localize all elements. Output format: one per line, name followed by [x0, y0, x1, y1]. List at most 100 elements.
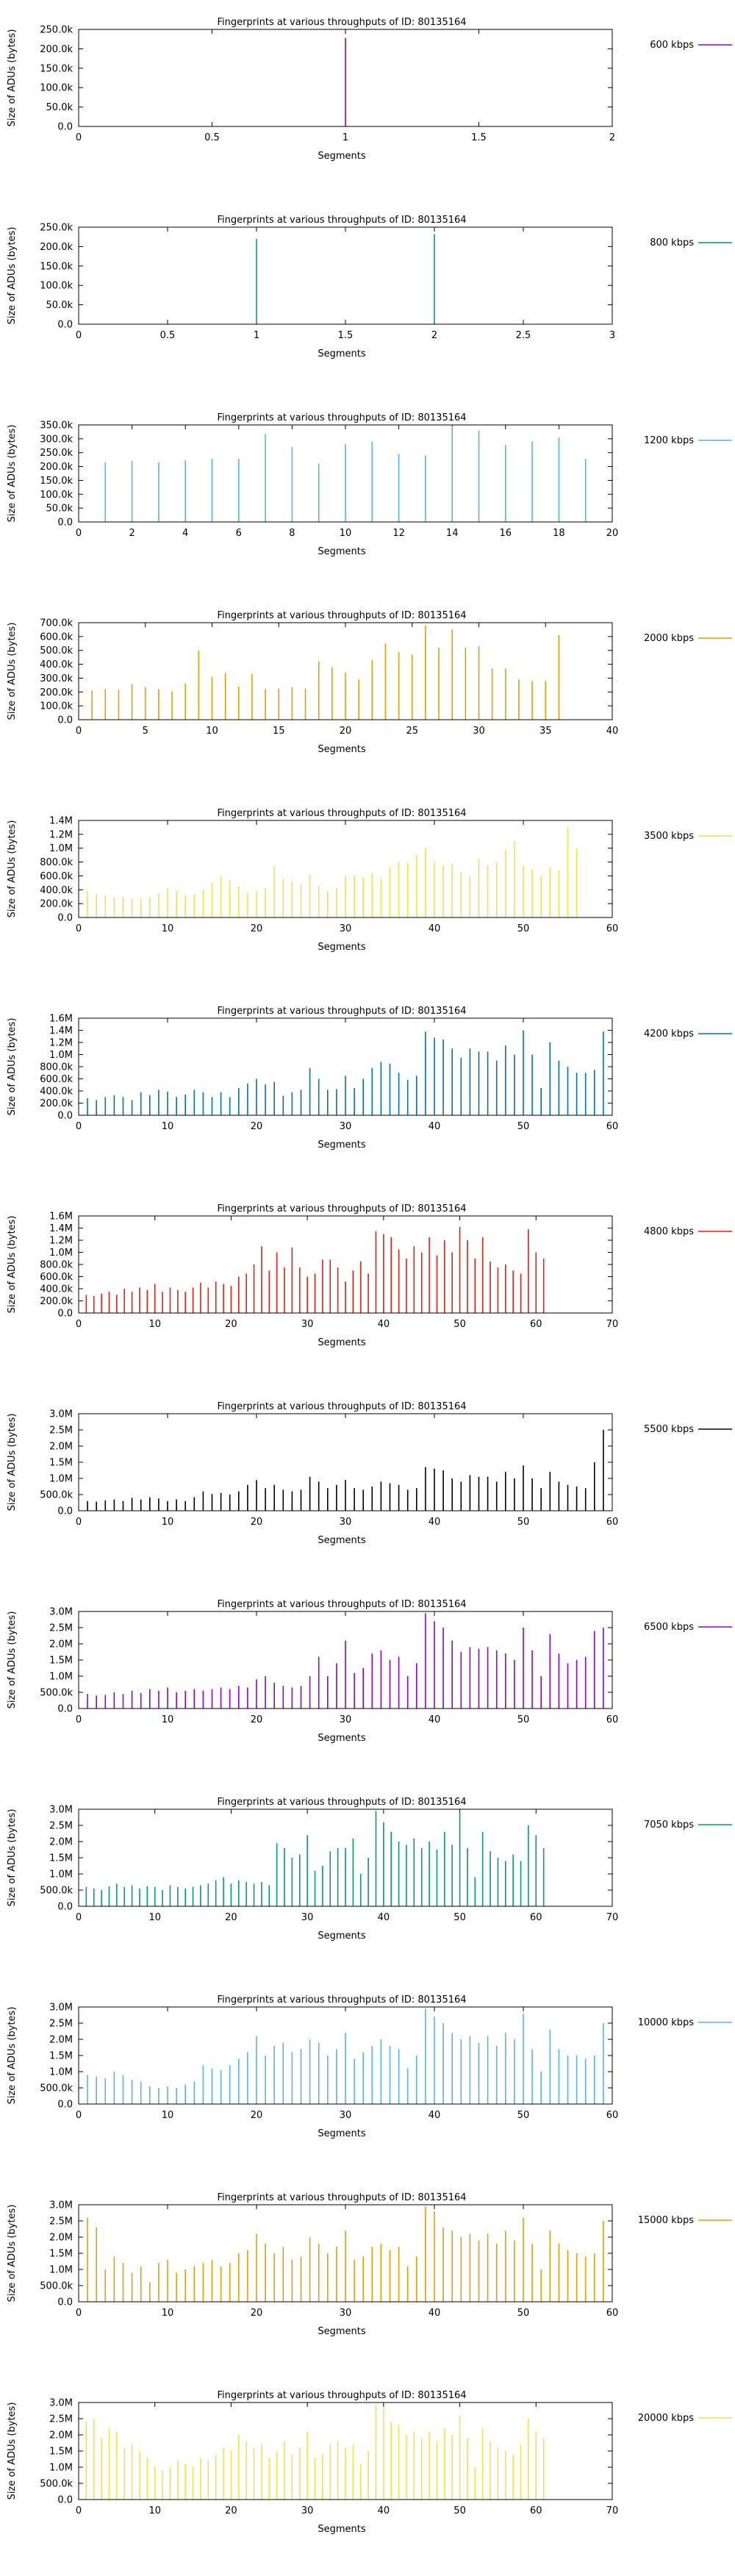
y-tick-label: 500.0k — [40, 2281, 73, 2292]
x-axis-label: Segments — [318, 1139, 366, 1151]
y-tick-label: 200.0k — [40, 1296, 73, 1307]
chart-panel: Fingerprints at various throughputs of I… — [7, 1599, 732, 1744]
plot-frame — [78, 226, 613, 325]
x-axis-label: Segments — [318, 1337, 366, 1348]
y-tick-label: 100.0k — [40, 83, 73, 94]
y-axis-label: Size of ADUs (bytes) — [7, 820, 18, 918]
x-tick-label: 60 — [530, 1319, 542, 1330]
chart-title: Fingerprints at various throughputs of I… — [217, 1797, 466, 1808]
x-tick-label: 0.5 — [204, 132, 220, 143]
chart-panel: Fingerprints at various throughputs of I… — [7, 610, 732, 755]
x-tick-label: 40 — [378, 1912, 390, 1923]
y-axis-label: Size of ADUs (bytes) — [7, 2205, 18, 2303]
series — [85, 1226, 545, 1313]
x-tick-label: 20 — [251, 1714, 263, 1725]
chart-title: Fingerprints at various throughputs of I… — [217, 2192, 466, 2203]
x-tick-label: 50 — [517, 2308, 530, 2319]
x-tick-label: 1.5 — [338, 330, 354, 341]
x-tick-label: 10 — [162, 2110, 174, 2121]
x-tick-label: 20 — [340, 726, 352, 737]
x-tick-label: 60 — [530, 2505, 542, 2516]
y-tick-label: 1.5M — [49, 1853, 73, 1864]
chart-panel: Fingerprints at various throughputs of I… — [7, 2390, 732, 2535]
chart-title: Fingerprints at various throughputs of I… — [217, 215, 466, 226]
y-tick-label: 2.0M — [49, 1837, 73, 1848]
y-tick-label: 800.0k — [40, 1260, 73, 1271]
series — [85, 2404, 545, 2500]
y-axis-label: Size of ADUs (bytes) — [7, 1018, 18, 1116]
y-tick-label: 700.0k — [40, 618, 73, 629]
y-tick-label: 2.5M — [49, 2414, 73, 2425]
y-tick-label: 0.0 — [57, 1902, 73, 1913]
y-tick-label: 350.0k — [40, 421, 73, 432]
x-axis-label: Segments — [318, 151, 366, 162]
x-tick-label: 18 — [553, 528, 565, 539]
x-tick-label: 10 — [162, 1517, 174, 1528]
x-tick-label: 50 — [517, 2110, 530, 2121]
x-tick-label: 50 — [453, 1912, 466, 1923]
chart-title: Fingerprints at various throughputs of I… — [217, 17, 466, 28]
x-tick-label: 0 — [76, 2308, 82, 2319]
y-tick-label: 400.0k — [40, 1087, 73, 1098]
x-tick-label: 10 — [340, 528, 352, 539]
legend-label: 800 kbps — [650, 237, 694, 248]
x-tick-label: 50 — [517, 1121, 530, 1132]
chart-panel: Fingerprints at various throughputs of I… — [7, 2192, 732, 2337]
x-tick-label: 30 — [301, 2505, 314, 2516]
chart-title: Fingerprints at various throughputs of I… — [217, 1994, 466, 2006]
x-tick-label: 30 — [340, 2308, 352, 2319]
y-axis-label: Size of ADUs (bytes) — [7, 2403, 18, 2500]
x-tick-label: 40 — [429, 2110, 441, 2121]
x-tick-label: 40 — [378, 2505, 390, 2516]
chart-panel: Fingerprints at various throughputs of I… — [7, 17, 732, 162]
y-tick-label: 200.0k — [40, 242, 73, 253]
chart-title: Fingerprints at various throughputs of I… — [217, 610, 466, 621]
x-tick-label: 40 — [429, 1714, 441, 1725]
x-tick-label: 15 — [273, 726, 285, 737]
chart-title: Fingerprints at various throughputs of I… — [217, 2390, 466, 2401]
legend-label: 4800 kbps — [644, 1226, 694, 1237]
y-tick-label: 1.0M — [49, 1672, 73, 1683]
plot-frame — [78, 820, 613, 918]
x-axis-label: Segments — [318, 2326, 366, 2337]
x-tick-label: 30 — [340, 1517, 352, 1528]
x-tick-label: 60 — [606, 923, 619, 934]
x-tick-label: 0 — [76, 2110, 82, 2121]
legend-label: 6500 kbps — [644, 1622, 694, 1633]
x-tick-label: 0 — [76, 1912, 82, 1923]
x-tick-label: 50 — [453, 2505, 466, 2516]
x-axis-label: Segments — [318, 942, 366, 953]
y-tick-label: 1.2M — [49, 1236, 73, 1247]
y-tick-label: 600.0k — [40, 871, 73, 882]
legend-label: 4200 kbps — [644, 1028, 694, 1040]
y-tick-label: 1.6M — [49, 1014, 73, 1025]
x-tick-label: 2 — [609, 132, 615, 143]
x-tick-label: 20 — [251, 1121, 263, 1132]
x-tick-label: 0 — [76, 923, 82, 934]
x-tick-label: 0 — [76, 528, 82, 539]
x-axis-label: Segments — [318, 1535, 366, 1546]
x-tick-label: 5 — [143, 726, 148, 737]
x-tick-label: 40 — [429, 1121, 441, 1132]
y-tick-label: 0.0 — [57, 1111, 73, 1122]
chart-title: Fingerprints at various throughputs of I… — [217, 1599, 466, 1610]
x-tick-label: 0 — [76, 1714, 82, 1725]
y-tick-label: 200.0k — [40, 462, 73, 473]
y-tick-label: 0.0 — [57, 320, 73, 331]
y-tick-label: 1.4M — [49, 1026, 73, 1037]
y-tick-label: 3.0M — [49, 2200, 73, 2211]
y-tick-label: 1.4M — [49, 816, 73, 827]
chart-title: Fingerprints at various throughputs of I… — [217, 1401, 466, 1412]
legend-label: 5500 kbps — [644, 1424, 694, 1435]
x-tick-label: 60 — [606, 1517, 619, 1528]
series — [87, 2206, 604, 2302]
x-tick-label: 1 — [343, 132, 348, 143]
y-tick-label: 3.0M — [49, 2003, 73, 2014]
y-tick-label: 200.0k — [40, 1098, 73, 1109]
y-tick-label: 3.0M — [49, 1607, 73, 1618]
y-axis-label: Size of ADUs (bytes) — [7, 1611, 18, 1709]
y-tick-label: 200.0k — [40, 687, 73, 698]
y-axis-label: Size of ADUs (bytes) — [7, 227, 18, 325]
